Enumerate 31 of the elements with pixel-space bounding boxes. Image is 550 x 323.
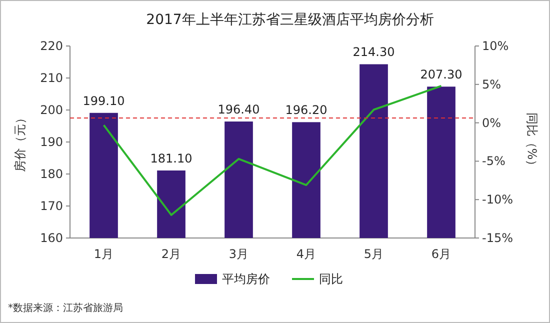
y2-axis-title: 同比（%） [525,112,539,172]
y2-tick-label: -5% [482,154,506,168]
data-label: 181.10 [150,151,192,166]
y-tick-label: 180 [40,167,63,181]
y2-tick-label: -10% [482,192,514,207]
y2-tick-label: -15% [482,231,514,245]
x-tick-label: 5月 [364,247,384,261]
x-tick-label: 4月 [296,247,316,261]
data-label: 196.20 [285,103,328,118]
y-tick-label: 160 [40,231,63,245]
x-tick-label: 2月 [161,247,182,261]
y-axis-title: 房价（元） [13,112,27,172]
y2-tick-label: 10% [482,39,509,53]
legend-label: 同比 [319,272,343,286]
y-tick-label: 190 [40,135,63,149]
chart-title: 2017年上半年江苏省三星级酒店平均房价分析 [146,12,434,28]
data-label: 199.10 [82,94,125,108]
y-tick-label: 210 [40,71,63,85]
data-label: 207.30 [420,68,462,82]
y-tick-label: 170 [40,199,63,213]
x-tick-label: 6月 [431,247,452,261]
data-label: 214.30 [352,45,395,60]
y2-tick-label: 5% [482,77,502,92]
x-tick-label: 1月 [94,247,114,261]
legend-label: 平均房价 [222,272,270,286]
x-tick-label: 3月 [228,247,249,261]
y2-tick-label: 0% [482,116,502,130]
text: *数据来源：江苏省旅游局 [8,302,123,314]
data-label: 196.40 [218,102,260,117]
y-tick-label: 200 [40,103,63,117]
y-tick-label: 220 [40,39,63,53]
